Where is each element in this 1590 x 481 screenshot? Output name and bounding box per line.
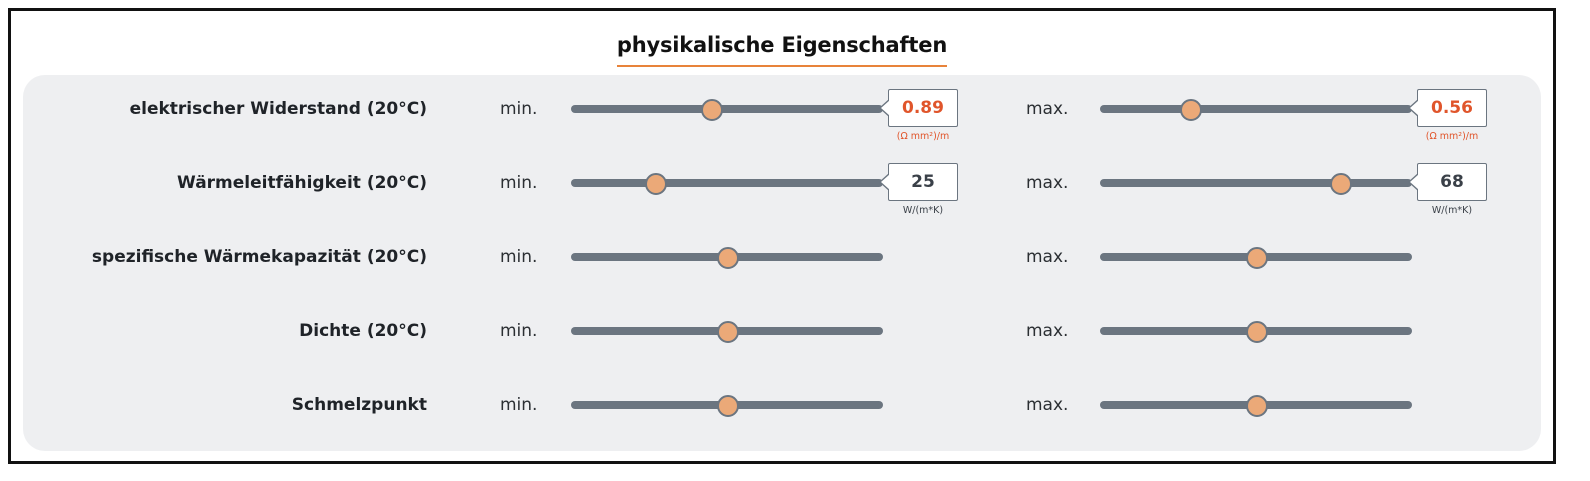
max-label: max. xyxy=(1026,99,1069,119)
min-unit-label: W/(m*K) xyxy=(902,205,944,216)
max-slider[interactable] xyxy=(1100,173,1412,195)
max-slider-thumb[interactable] xyxy=(1246,247,1268,269)
max-value-box[interactable]: 68 xyxy=(1408,163,1487,201)
max-unit-label: W/(m*K) xyxy=(1431,205,1473,216)
min-value-box[interactable]: 25 xyxy=(879,163,958,201)
min-label: min. xyxy=(500,321,538,341)
property-row-density: Dichte (20°C) min. max. xyxy=(23,311,1541,351)
max-label: max. xyxy=(1026,247,1069,267)
min-label: min. xyxy=(500,99,538,119)
min-slider[interactable] xyxy=(571,395,883,417)
max-slider-thumb[interactable] xyxy=(1246,395,1268,417)
max-unit-label: (Ω mm²)/m xyxy=(1425,131,1479,142)
property-row-melting-point: Schmelzpunkt min. max. xyxy=(23,385,1541,425)
property-label: Dichte (20°C) xyxy=(299,321,427,341)
min-slider-thumb[interactable] xyxy=(717,395,739,417)
max-label: max. xyxy=(1026,321,1069,341)
max-slider-thumb[interactable] xyxy=(1180,99,1203,121)
property-label: Wärmeleitfähigkeit (20°C) xyxy=(177,173,427,193)
property-row-thermal-conductivity: Wärmeleitfähigkeit (20°C) min. 25 W/(m*K… xyxy=(23,163,1541,216)
max-slider[interactable] xyxy=(1100,247,1412,269)
max-slider[interactable] xyxy=(1100,321,1412,343)
max-value-box[interactable]: 0.56 xyxy=(1408,89,1487,127)
min-slider[interactable] xyxy=(571,173,883,195)
property-label: spezifische Wärmekapazität (20°C) xyxy=(91,247,427,267)
max-slider-thumb[interactable] xyxy=(1330,173,1353,195)
property-row-electrical-resistance: elektrischer Widerstand (20°C) min. 0.89… xyxy=(23,89,1541,142)
min-value-box[interactable]: 0.89 xyxy=(879,89,958,127)
min-slider-thumb[interactable] xyxy=(701,99,724,121)
min-slider-thumb[interactable] xyxy=(717,321,739,343)
properties-panel: elektrischer Widerstand (20°C) min. 0.89… xyxy=(23,75,1541,451)
min-slider-thumb[interactable] xyxy=(645,173,668,195)
min-label: min. xyxy=(500,247,538,267)
max-label: max. xyxy=(1026,173,1069,193)
section-heading: physikalische Eigenschaften xyxy=(11,33,1553,67)
min-slider[interactable] xyxy=(571,321,883,343)
min-slider[interactable] xyxy=(571,99,883,121)
property-label: elektrischer Widerstand (20°C) xyxy=(129,99,427,119)
min-slider-thumb[interactable] xyxy=(717,247,739,269)
properties-card: physikalische Eigenschaften elektrischer… xyxy=(8,8,1556,464)
min-label: min. xyxy=(500,395,538,415)
max-label: max. xyxy=(1026,395,1069,415)
min-slider[interactable] xyxy=(571,247,883,269)
min-label: min. xyxy=(500,173,538,193)
property-row-specific-heat-capacity: spezifische Wärmekapazität (20°C) min. m… xyxy=(23,237,1541,277)
section-title: physikalische Eigenschaften xyxy=(616,33,947,67)
max-slider[interactable] xyxy=(1100,99,1412,121)
min-unit-label: (Ω mm²)/m xyxy=(896,131,950,142)
property-label: Schmelzpunkt xyxy=(291,395,427,415)
max-slider[interactable] xyxy=(1100,395,1412,417)
max-slider-thumb[interactable] xyxy=(1246,321,1268,343)
